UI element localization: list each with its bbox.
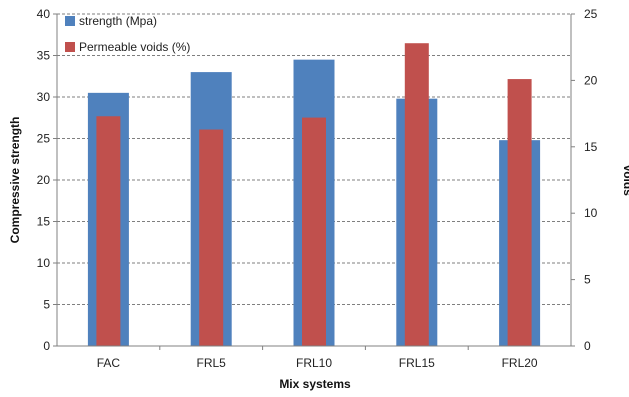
bar-voids bbox=[404, 43, 429, 346]
y-tick-label: 30 bbox=[37, 90, 51, 104]
y-tick-label: 15 bbox=[37, 215, 51, 229]
y-tick-label: 10 bbox=[37, 256, 51, 270]
right-axis-ticks: 0 5 10 15 20 25 bbox=[571, 7, 598, 353]
y-tick-label: 20 bbox=[37, 173, 51, 187]
x-tick-label: FRL20 bbox=[502, 356, 538, 370]
legend-label-voids: Permeable voids (%) bbox=[79, 40, 190, 54]
y-tick-label: 25 bbox=[37, 132, 51, 146]
y2-tick-label: 0 bbox=[584, 339, 591, 353]
y-tick-label: 0 bbox=[43, 339, 50, 353]
y2-tick-label: 5 bbox=[584, 273, 591, 287]
legend: strength (Mpa) Permeable voids (%) bbox=[65, 14, 190, 54]
bar-voids bbox=[96, 116, 121, 346]
y-tick-label: 5 bbox=[43, 298, 50, 312]
legend-label-strength: strength (Mpa) bbox=[79, 14, 157, 28]
x-tick-label: FRL10 bbox=[296, 356, 332, 370]
bar-voids bbox=[199, 129, 224, 346]
legend-swatch-strength bbox=[65, 16, 75, 26]
bar-voids bbox=[302, 117, 326, 346]
legend-swatch-voids bbox=[65, 42, 75, 52]
bars bbox=[87, 43, 541, 347]
left-axis-ticks: 0 5 10 15 20 25 30 35 40 bbox=[37, 7, 57, 353]
x-tick-label: FAC bbox=[97, 356, 121, 370]
y-tick-label: 35 bbox=[37, 49, 51, 63]
x-tick-label: FRL5 bbox=[197, 356, 227, 370]
y2-axis-title: Voids bbox=[621, 164, 629, 196]
x-tick-label: FRL15 bbox=[399, 356, 435, 370]
y2-tick-label: 15 bbox=[584, 140, 598, 154]
x-axis-ticks: FAC FRL5 FRL10 FRL15 FRL20 bbox=[97, 346, 538, 370]
y-tick-label: 40 bbox=[37, 7, 51, 21]
y2-tick-label: 10 bbox=[584, 206, 598, 220]
y2-tick-label: 25 bbox=[584, 7, 598, 21]
x-axis-title: Mix systems bbox=[279, 377, 351, 391]
bar-voids bbox=[507, 79, 532, 347]
y-axis-title: Compressive strength bbox=[8, 117, 22, 244]
y2-tick-label: 20 bbox=[584, 73, 598, 87]
